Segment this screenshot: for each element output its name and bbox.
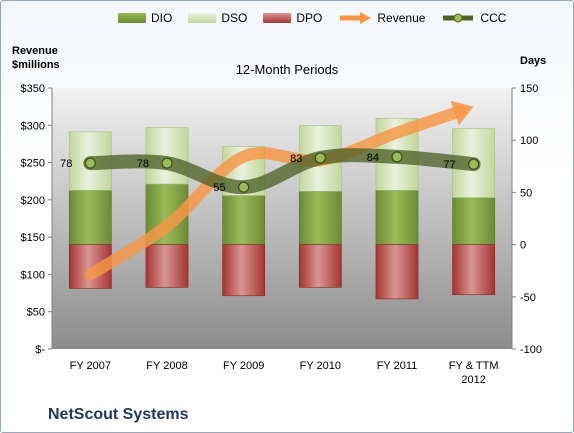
left-tick-label: $200 (21, 195, 45, 207)
bar-dio (222, 195, 266, 245)
legend-label-revenue: Revenue (377, 11, 426, 25)
legend-swatch-dpo (263, 13, 292, 23)
ccc-data-label: 78 (60, 158, 72, 170)
ccc-data-label: 55 (213, 182, 225, 194)
bar-dpo (375, 244, 419, 300)
right-tick-label: -50 (520, 292, 536, 304)
ccc-data-label: 84 (367, 152, 379, 164)
legend-label-dso: DSO (221, 11, 248, 25)
bar-dio (452, 197, 496, 245)
legend-label-ccc: CCC (480, 11, 507, 25)
revenue-line (84, 105, 467, 281)
company-name: NetScout Systems (48, 406, 189, 423)
right-axis-title: Days (520, 55, 547, 67)
revenue-arrowhead (450, 100, 474, 126)
legend-swatch-dso (188, 13, 217, 23)
right-axis: -100 -50 0 50 100 150 (511, 83, 542, 356)
x-tick-label: FY 2007 (70, 360, 111, 372)
chart-title: 12-Month Periods (235, 62, 339, 77)
bar-dio (298, 191, 342, 245)
bar-dio (375, 190, 419, 245)
right-tick-label: 150 (520, 83, 538, 95)
legend-item-dio: DIO (118, 11, 172, 25)
left-tick-label: $350 (21, 83, 45, 95)
legend-label-dio: DIO (151, 11, 173, 25)
legend-item-dso: DSO (188, 11, 247, 25)
bar-dpo (452, 244, 496, 296)
left-axis: $- $50 $100 $150 $200 $250 $300 $350 (21, 83, 53, 356)
ccc-point (468, 158, 480, 170)
legend-line-ccc (441, 11, 475, 25)
left-tick-label: $50 (27, 307, 45, 319)
revenue-series (84, 100, 474, 281)
x-tick-label: FY 2008 (146, 360, 187, 372)
ccc-data-label: 83 (290, 153, 302, 165)
bar-dpo (145, 244, 189, 288)
legend-swatch-dio (118, 13, 146, 23)
left-axis-title: Revenue $millions (12, 45, 60, 71)
ccc-point (391, 151, 403, 163)
bar-dpo (222, 244, 266, 297)
legend-item-revenue: Revenue (338, 11, 425, 25)
x-tick-label: FY 2010 (300, 360, 341, 372)
legend-item-dpo: DPO (263, 11, 322, 25)
right-tick-label: -100 (520, 344, 542, 356)
bar-dpo (298, 244, 342, 288)
legend-label-dpo: DPO (296, 11, 323, 25)
ccc-data-label: 77 (443, 159, 455, 171)
legend-arrow-revenue (338, 11, 372, 25)
left-tick-label: $250 (21, 158, 45, 170)
right-tick-label: 0 (520, 240, 526, 252)
ccc-point (84, 157, 96, 169)
ccc-data-label: 78 (137, 158, 149, 170)
left-tick-label: $100 (21, 269, 45, 281)
chart-legend: DIO DSO DPO Revenue CCC (118, 8, 522, 28)
left-tick-label: $300 (21, 120, 45, 132)
left-tick-label: $- (35, 344, 45, 356)
ccc-point (238, 181, 250, 193)
ccc-point (161, 157, 173, 169)
ccc-point (314, 152, 326, 164)
left-tick-label: $150 (21, 232, 45, 244)
ccc-series: 78 78 55 83 84 77 (60, 148, 481, 194)
bar-dio (68, 190, 112, 245)
x-tick-label: FY 2011 (377, 360, 418, 372)
plot-area (52, 88, 512, 349)
x-tick-label: FY & TTM 2012 (449, 360, 499, 386)
legend-item-ccc: CCC (441, 11, 506, 25)
x-tick-label: FY 2009 (223, 360, 264, 372)
right-tick-label: 50 (520, 187, 532, 199)
right-tick-label: 100 (520, 135, 538, 147)
x-axis-labels: FY 2007 FY 2008 FY 2009 FY 2010 FY 2011 FY & … (70, 360, 499, 386)
